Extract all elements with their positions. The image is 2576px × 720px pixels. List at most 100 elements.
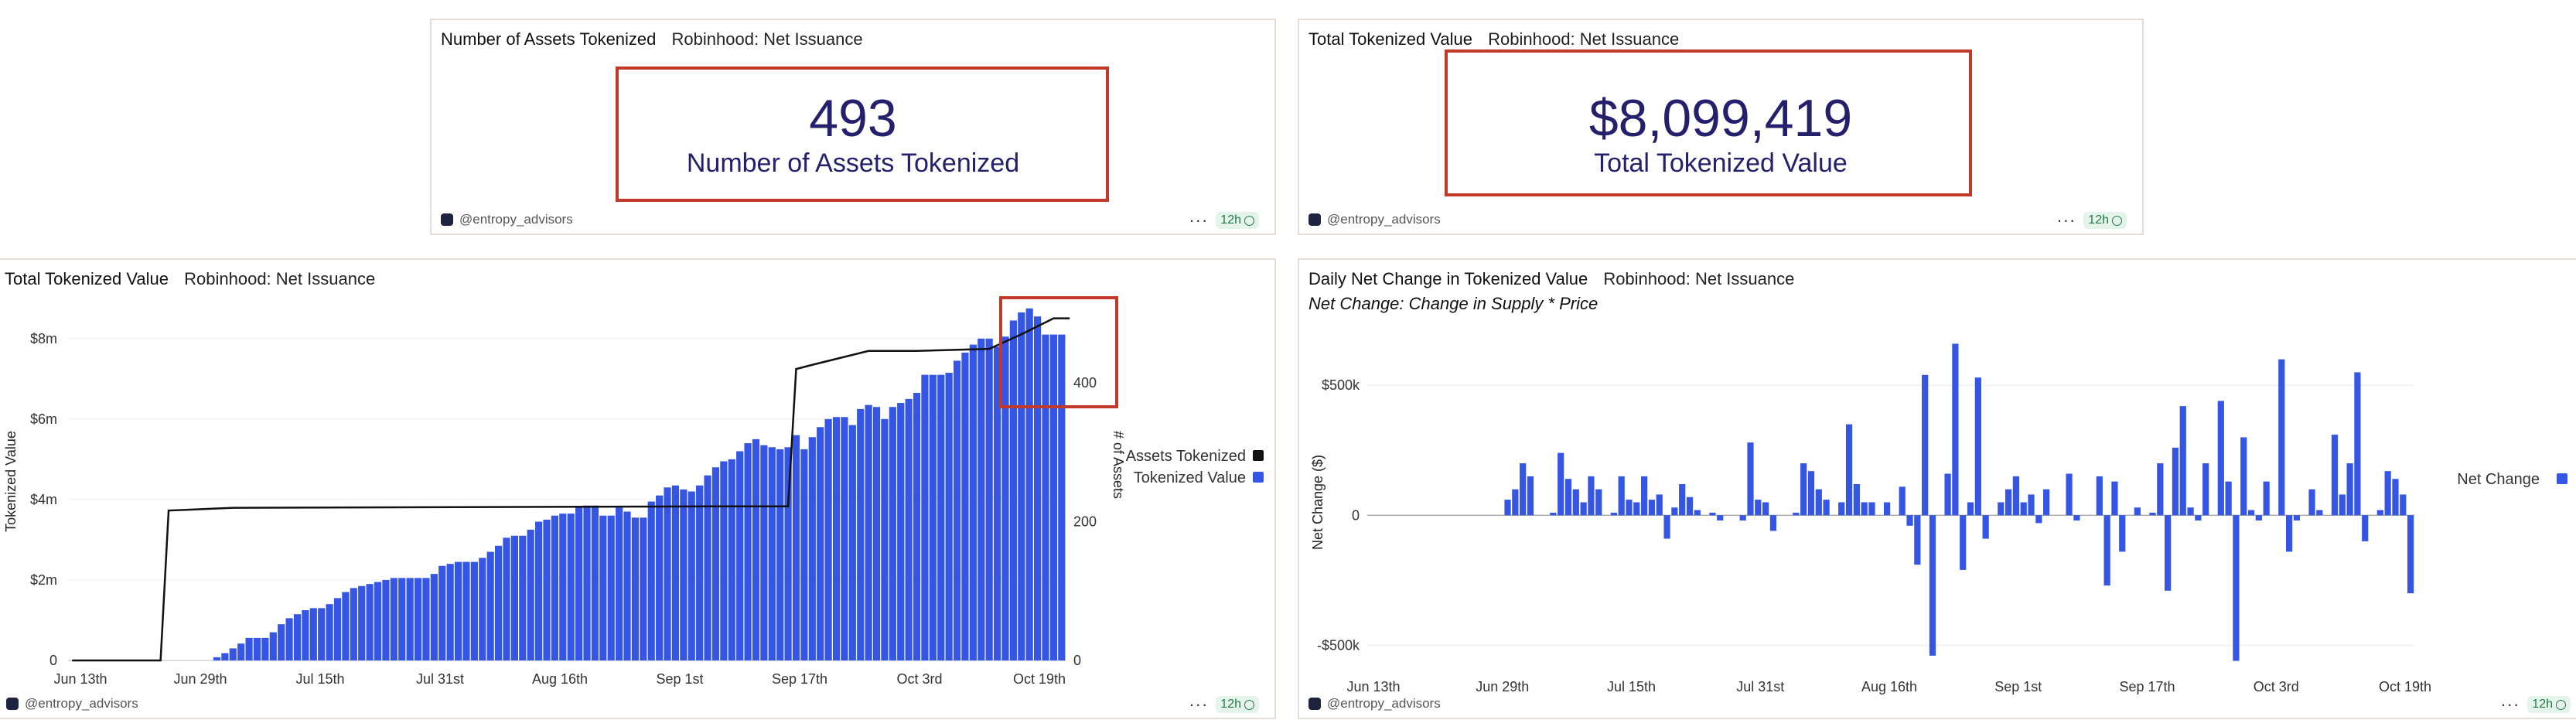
net-change-bar	[1815, 489, 1822, 516]
net-change-bar	[2066, 473, 2073, 516]
net-change-bar	[1967, 502, 1974, 516]
net-change-bar	[1861, 502, 1868, 516]
net-change-bar	[2187, 507, 2194, 516]
more-options-icon[interactable]: ···	[2056, 210, 2076, 230]
value-bar	[760, 445, 768, 660]
highlight-box	[1445, 49, 1972, 196]
value-bar	[776, 449, 784, 660]
value-bar	[302, 609, 309, 660]
net-change-bar	[1838, 502, 1845, 516]
panel-footer: @entropy_advisors	[1308, 696, 1441, 711]
x-tick-label: Jul 31st	[416, 671, 464, 687]
net-change-bar	[1868, 502, 1875, 516]
y2-axis-label: # of Assets	[1111, 431, 1126, 499]
x-tick-label: Sep 1st	[1994, 679, 2042, 694]
panel-footer: @entropy_advisors	[6, 696, 138, 711]
net-change-bar	[2020, 502, 2027, 516]
value-bar	[406, 578, 414, 660]
refresh-badge[interactable]: 12h	[2527, 696, 2571, 713]
value-bar	[1001, 336, 1009, 660]
more-options-icon[interactable]: ···	[1189, 210, 1209, 230]
net-change-bar	[2103, 515, 2110, 586]
net-change-bar	[2202, 463, 2209, 516]
highlight-box	[616, 67, 1109, 202]
value-bar	[744, 443, 752, 660]
net-change-bar	[2339, 494, 2346, 516]
value-bar	[229, 648, 237, 660]
net-change-bar	[1504, 500, 1511, 516]
value-chart-panel: Total Tokenized Value Robinhood: Net Iss…	[0, 258, 1276, 719]
refresh-badge[interactable]: 12h	[1216, 696, 1259, 713]
refresh-interval: 12h	[1220, 698, 1241, 711]
x-tick-label: Jun 29th	[173, 671, 227, 687]
net-change-bar	[2376, 510, 2383, 516]
net-change-bar	[1588, 476, 1595, 516]
net-change-bar	[1769, 515, 1777, 531]
net-change-bar	[1564, 479, 1572, 516]
net-change-bar	[1520, 463, 1527, 516]
panel-footer: @entropy_advisors	[1308, 212, 1441, 227]
net-change-bar	[1626, 500, 1633, 516]
value-bar	[358, 585, 366, 660]
y-tick-label: $6m	[30, 411, 57, 427]
panel-title-text: Daily Net Change in Tokenized Value	[1308, 269, 1588, 288]
value-bar	[978, 338, 985, 660]
more-options-icon[interactable]: ···	[2500, 694, 2520, 714]
value-bar	[237, 643, 245, 660]
net-change-bar	[1641, 476, 1648, 516]
refresh-badge[interactable]: 12h	[2083, 212, 2127, 229]
net-change-bar	[1633, 502, 1640, 516]
footer-handle[interactable]: @entropy_advisors	[25, 696, 138, 711]
value-bar	[350, 588, 357, 660]
assets-counter: 493 Number of Assets Tokenized	[432, 88, 1274, 179]
net-change-bar	[2240, 437, 2247, 516]
value-bar	[824, 418, 832, 660]
x-tick-label: Oct 19th	[2379, 679, 2431, 694]
value-bar	[1058, 334, 1066, 660]
net-change-bar	[2157, 463, 2164, 516]
net-change-bar	[2316, 510, 2323, 516]
refresh-interval: 12h	[2532, 698, 2553, 711]
x-tick-label: Jun 13th	[53, 671, 107, 687]
value-bar	[704, 475, 711, 660]
refresh-badge[interactable]: 12h	[1216, 212, 1259, 229]
value-bar	[897, 403, 905, 660]
x-tick-label: Jun 29th	[1476, 679, 1529, 694]
counter-value: 493	[809, 89, 897, 148]
value-bar	[278, 624, 285, 660]
legend-swatch	[1253, 450, 1264, 461]
net-change-bar	[2293, 515, 2301, 521]
value-bar	[865, 404, 872, 660]
value-bar	[688, 491, 695, 660]
net-change-bar	[1595, 489, 1602, 516]
value-bar	[446, 564, 454, 660]
net-change-bar	[2346, 463, 2353, 516]
value-bar	[1009, 320, 1017, 660]
y-axis-label: Tokenized Value	[3, 431, 19, 532]
value-bar	[857, 408, 865, 660]
net-change-bar	[1679, 483, 1686, 516]
value-bar	[961, 353, 969, 660]
value-bar	[599, 515, 607, 660]
value-bar	[1025, 308, 1033, 660]
value-bar	[720, 461, 728, 660]
value-bar	[374, 582, 382, 660]
net-change-bar	[1998, 502, 2005, 516]
value-bar	[1018, 312, 1025, 660]
footer-handle[interactable]: @entropy_advisors	[459, 212, 573, 227]
value-bar	[269, 632, 277, 660]
net-change-bar	[1922, 374, 1929, 516]
footer-handle[interactable]: @entropy_advisors	[1327, 696, 1441, 711]
more-options-icon[interactable]: ···	[1189, 694, 1209, 714]
net-change-bar	[1618, 476, 1625, 516]
net-change-bar	[2134, 507, 2141, 516]
footer-handle[interactable]: @entropy_advisors	[1327, 212, 1441, 227]
net-change-bar	[1527, 476, 1534, 516]
x-tick-label: Sep 17th	[2119, 679, 2175, 694]
value-bar	[213, 657, 221, 660]
value-bar	[832, 417, 841, 660]
value-bar	[736, 451, 744, 660]
value-bar	[1042, 334, 1049, 660]
value-bar	[640, 517, 647, 660]
x-tick-label: Aug 16th	[532, 671, 588, 687]
